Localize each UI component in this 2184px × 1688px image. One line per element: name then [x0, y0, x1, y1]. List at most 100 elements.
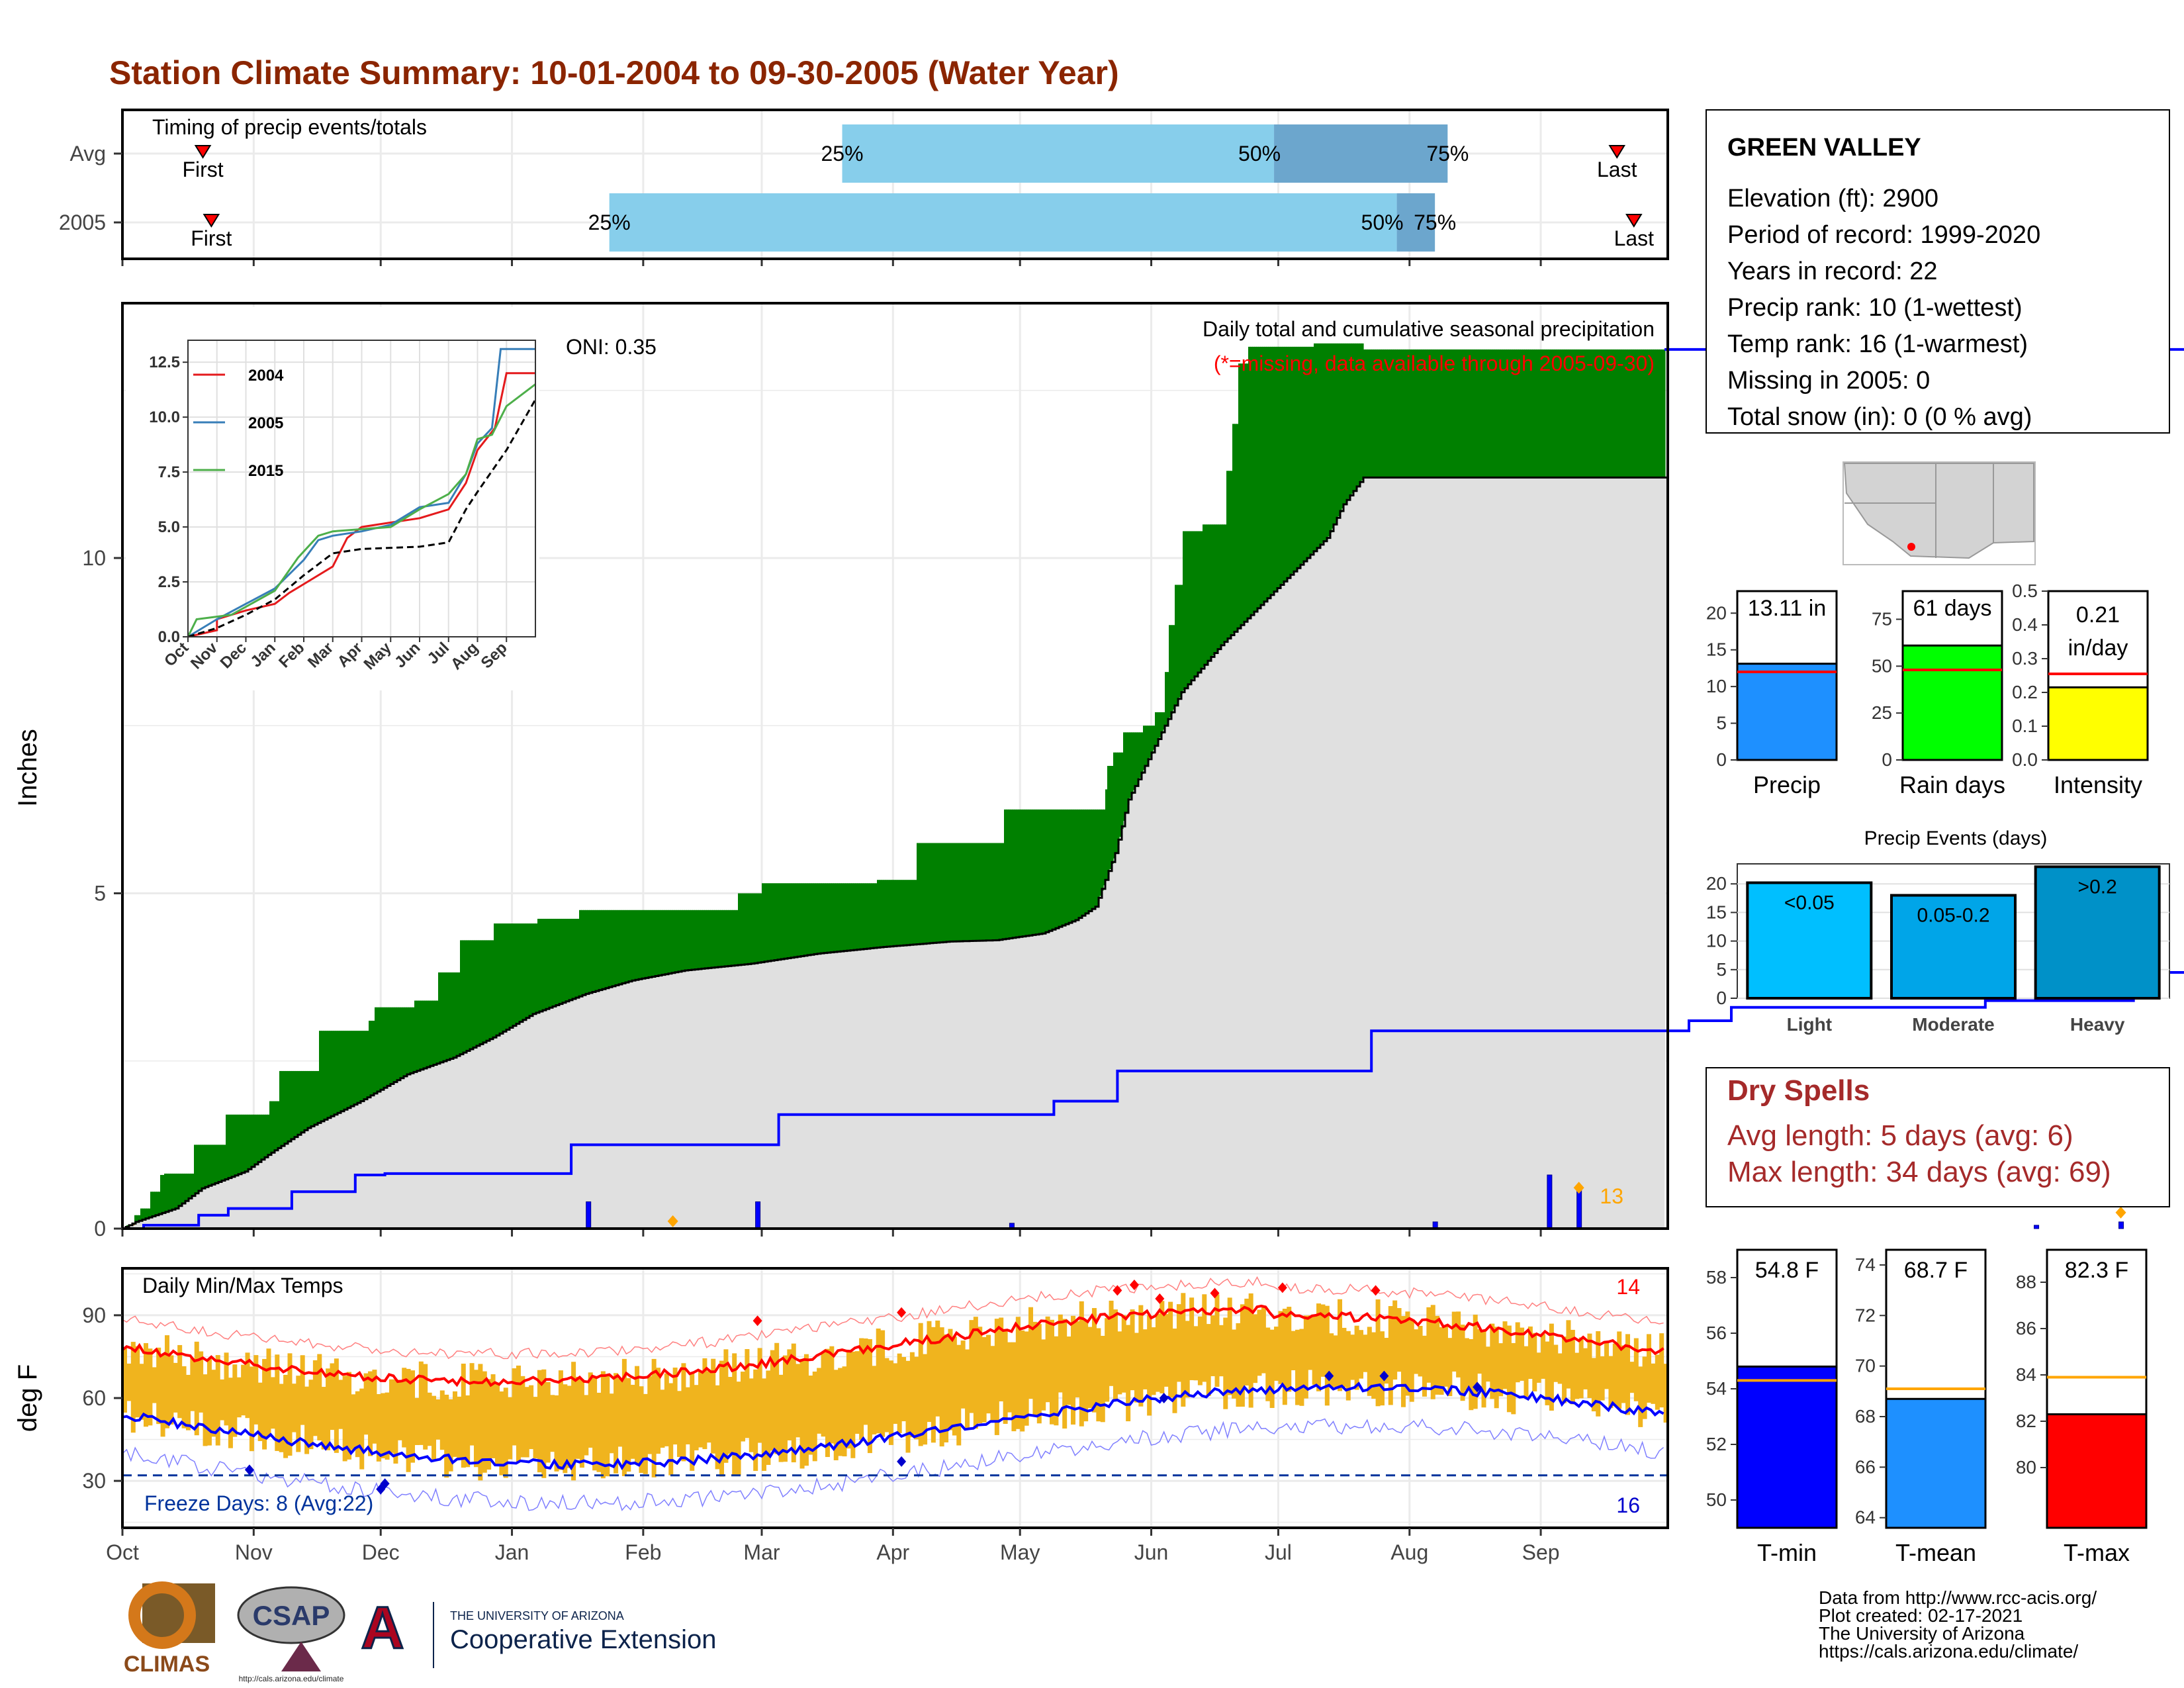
daily-temp-range-bar [321, 1387, 326, 1450]
daily-temp-range-bar [139, 1364, 144, 1420]
above-average-fill [529, 923, 532, 1016]
daily-temp-range-bar [617, 1378, 623, 1447]
daily-temp-range-bar [1036, 1324, 1042, 1424]
above-average-fill [837, 883, 840, 952]
daily-temp-range-bar [1316, 1303, 1322, 1391]
daily-temp-range-bar [228, 1378, 233, 1448]
daily-temp-range-bar [1617, 1331, 1622, 1409]
daily-temp-range-bar [499, 1391, 504, 1476]
daily-temp-range-bar [833, 1370, 839, 1460]
daily-temp-range-bar [389, 1379, 394, 1453]
daily-temp-range-bar [1257, 1309, 1262, 1376]
above-average-fill [1250, 346, 1253, 616]
above-average-fill [855, 883, 858, 950]
daily-temp-range-bar [1612, 1343, 1617, 1407]
daily-temp-range-bar [978, 1327, 983, 1423]
above-average-fill [911, 880, 913, 945]
daily-temp-range-bar [1126, 1325, 1131, 1422]
daily-temp-range-bar [986, 1335, 991, 1414]
daily-temp-range-bar [969, 1320, 974, 1413]
above-average-fill [1316, 343, 1318, 549]
daily-temp-range-bar [1011, 1342, 1017, 1432]
above-average-fill [821, 883, 824, 954]
above-average-fill [857, 883, 860, 950]
above-average-fill [408, 1007, 411, 1074]
above-average-fill [301, 1070, 304, 1133]
above-average-fill [1137, 732, 1140, 782]
daily-temp-range-bar [423, 1364, 428, 1450]
month-x-tick-label: May [1000, 1540, 1040, 1564]
above-average-fill [764, 883, 766, 962]
events-category-label: Heavy [2070, 1014, 2125, 1035]
daily-temp-range-bar [973, 1317, 978, 1429]
daily-temp-range-bar [1524, 1346, 1529, 1397]
above-average-fill [1103, 809, 1106, 886]
daily-precip-bar [2118, 1221, 2124, 1229]
above-average-fill [498, 923, 500, 1035]
summary-y-tick-label: 80 [2016, 1457, 2036, 1477]
above-average-fill [1526, 349, 1529, 478]
daily-temp-range-bar [715, 1385, 720, 1470]
above-average-fill [1635, 349, 1638, 478]
daily-temp-range-bar [550, 1395, 555, 1452]
above-average-fill [1459, 349, 1461, 478]
above-average-fill [960, 843, 963, 941]
above-average-fill [1393, 349, 1396, 478]
csap-logo-url: http://cals.arizona.edu/climate [239, 1674, 344, 1683]
above-average-fill [1389, 349, 1392, 478]
above-average-fill [1477, 349, 1479, 478]
above-average-fill [1518, 349, 1521, 478]
above-average-fill [1107, 766, 1110, 875]
record-low-marker [1324, 1370, 1334, 1382]
record-low-marker [897, 1456, 907, 1467]
daily-temp-range-bar [876, 1328, 881, 1434]
above-average-fill [1655, 349, 1658, 478]
daily-temp-range-bar [1134, 1333, 1139, 1403]
dry-spells-box: Dry Spells Avg length: 5 days (avg: 6) M… [1706, 1067, 2170, 1207]
above-average-fill [716, 910, 719, 968]
above-average-fill [1572, 349, 1574, 478]
daily-temp-range-bar [1604, 1342, 1610, 1389]
above-average-fill [1111, 766, 1114, 864]
above-average-fill [436, 1000, 439, 1064]
above-average-fill [537, 918, 540, 1013]
above-average-fill [1032, 809, 1034, 935]
summary-y-tick-label: 56 [1706, 1323, 1727, 1343]
daily-temp-range-bar [347, 1372, 352, 1460]
precip-panel: Daily total and cumulative seasonal prec… [13, 302, 2184, 1241]
daily-temp-range-bar [1253, 1314, 1258, 1383]
daily-temp-range-bar [1163, 1314, 1169, 1387]
daily-temp-range-bar [812, 1371, 817, 1462]
daily-temp-range-bar [537, 1370, 542, 1473]
above-average-fill [1617, 349, 1620, 478]
above-average-fill [708, 910, 711, 968]
month-x-tick-label: Dec [362, 1540, 400, 1564]
above-average-fill [1026, 809, 1028, 936]
above-average-fill [460, 940, 463, 1055]
daily-temp-range-bar [287, 1353, 293, 1456]
above-average-fill [845, 883, 848, 951]
above-average-fill [1612, 349, 1614, 478]
above-average-fill [573, 918, 576, 999]
above-average-fill [664, 910, 667, 974]
daily-temp-range-bar [1536, 1352, 1541, 1383]
above-average-fill [337, 1031, 340, 1113]
above-average-fill [589, 910, 592, 993]
above-average-fill [335, 1031, 338, 1115]
above-average-fill [1405, 349, 1408, 478]
events-bar [2034, 865, 2161, 1000]
above-average-fill [831, 883, 834, 953]
above-average-fill [952, 843, 955, 942]
csap-logo-cloud [237, 1586, 345, 1644]
timing-bars: 25% 50% 75% First Last 25% 50% 75% First Last [122, 124, 1668, 252]
daily-temp-range-bar [1087, 1327, 1093, 1409]
record-high-marker [1210, 1288, 1220, 1299]
daily-temp-range-bar [1511, 1342, 1516, 1415]
above-average-fill [643, 910, 645, 979]
above-average-fill [1066, 809, 1068, 925]
above-average-fill [1105, 789, 1108, 880]
above-average-fill [1153, 726, 1156, 750]
above-average-fill [253, 1114, 256, 1166]
daily-temp-range-bar [160, 1354, 165, 1437]
